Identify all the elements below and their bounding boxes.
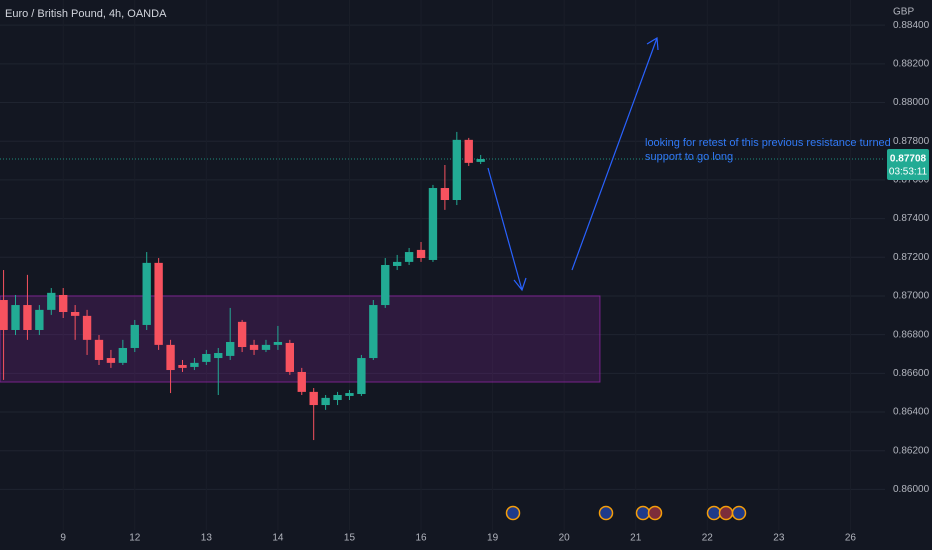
- candle-body: [11, 305, 20, 330]
- candle-body: [333, 394, 342, 401]
- x-tick-label: 12: [129, 533, 141, 544]
- candle-body: [166, 344, 175, 371]
- y-tick-label: 0.86800: [893, 329, 930, 340]
- candle-body: [94, 339, 104, 360]
- arrow-down: [487, 167, 523, 291]
- x-tick-label: 15: [344, 533, 356, 544]
- candle-body: [309, 391, 318, 406]
- y-tick-label: 0.86400: [893, 407, 930, 418]
- candle-body: [452, 139, 461, 201]
- candle-body: [261, 344, 271, 350]
- y-tick-label: 0.86200: [893, 445, 930, 456]
- x-tick-label: 9: [60, 533, 66, 544]
- countdown-label: 03:53:11: [889, 167, 928, 178]
- candle-body: [70, 312, 80, 316]
- y-tick-label: 0.87800: [893, 136, 930, 147]
- x-tick-label: 19: [487, 533, 499, 544]
- candle-body: [321, 397, 330, 406]
- x-tick-label: 21: [630, 533, 642, 544]
- annotation: support to go long: [645, 151, 733, 163]
- candle-body: [416, 249, 426, 259]
- arrow-head: [646, 36, 659, 51]
- candle-body: [404, 252, 414, 262]
- candles: [0, 131, 485, 441]
- candle-body: [142, 262, 151, 325]
- candle-body: [381, 265, 390, 306]
- y-tick-label: 0.88200: [893, 58, 930, 69]
- y-tick-label: 0.87200: [893, 252, 930, 263]
- candle-body: [190, 362, 199, 367]
- event-icon: [706, 505, 722, 521]
- event-icons: [505, 505, 747, 521]
- y-tick-label: 0.86000: [893, 484, 930, 495]
- candle-body: [106, 358, 116, 363]
- candle-body: [35, 309, 44, 330]
- candle-body: [297, 371, 306, 392]
- event-icon: [718, 505, 734, 521]
- candle-body: [440, 188, 450, 201]
- event-icon: [598, 505, 614, 521]
- x-tick-label: 20: [559, 533, 571, 544]
- event-icon: [505, 505, 521, 521]
- candle-body: [130, 324, 139, 348]
- x-tick-label: 23: [773, 533, 785, 544]
- candle-body: [118, 347, 128, 363]
- candle-body: [23, 305, 32, 330]
- candle-body: [82, 315, 92, 340]
- x-tick-label: 22: [702, 533, 714, 544]
- y-tick-label: 0.87400: [893, 213, 930, 224]
- candle-body: [428, 188, 438, 260]
- x-tick-label: 16: [415, 533, 427, 544]
- candle-body: [369, 305, 378, 359]
- arrow-up: [571, 37, 658, 271]
- candle-body: [249, 344, 259, 350]
- candle-body: [59, 294, 68, 313]
- candle-body: [226, 341, 235, 356]
- annotation: looking for retest of this previous resi…: [645, 137, 891, 149]
- y-tick-label: 0.87000: [893, 291, 930, 302]
- axes: Euro / British Pound, 4h, OANDA GBP 0.86…: [5, 7, 930, 544]
- candle-body: [214, 353, 223, 359]
- candle-body: [345, 393, 354, 396]
- x-tick-label: 13: [201, 533, 213, 544]
- y-tick-label: 0.86600: [893, 368, 930, 379]
- event-icon: [647, 505, 663, 521]
- arrow-head: [513, 277, 527, 292]
- x-tick-label: 14: [272, 533, 284, 544]
- overlay: looking for retest of this previous resi…: [487, 36, 891, 521]
- y-tick-label: 0.87600: [893, 175, 930, 186]
- y-tick-label: 0.88400: [893, 20, 930, 31]
- candle-body: [237, 321, 247, 348]
- candle-body: [47, 292, 56, 310]
- candle-body: [202, 353, 211, 362]
- candle-body: [273, 341, 283, 345]
- y-tick-label: 0.88000: [893, 97, 930, 108]
- event-icon: [731, 505, 747, 521]
- candle-body: [285, 342, 295, 372]
- candle-body: [154, 262, 163, 345]
- event-icon: [635, 505, 651, 521]
- candle-body: [178, 365, 187, 368]
- currency-label: GBP: [893, 7, 914, 18]
- candle-body: [464, 139, 473, 163]
- x-tick-label: 26: [845, 533, 857, 544]
- candle-body: [393, 261, 402, 266]
- candle-body: [0, 300, 8, 330]
- chart-title: Euro / British Pound, 4h, OANDA: [5, 8, 167, 20]
- price-label-box: [887, 149, 929, 180]
- candle-body: [357, 358, 366, 395]
- candle-body: [476, 159, 485, 162]
- price-label: 0.87708: [890, 154, 927, 165]
